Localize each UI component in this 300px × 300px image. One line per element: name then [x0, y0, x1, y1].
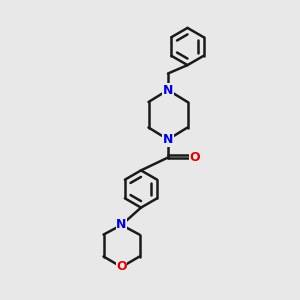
Text: O: O: [190, 151, 200, 164]
Text: N: N: [116, 218, 127, 232]
Text: N: N: [163, 83, 173, 97]
Text: N: N: [163, 133, 173, 146]
Text: O: O: [116, 260, 127, 274]
